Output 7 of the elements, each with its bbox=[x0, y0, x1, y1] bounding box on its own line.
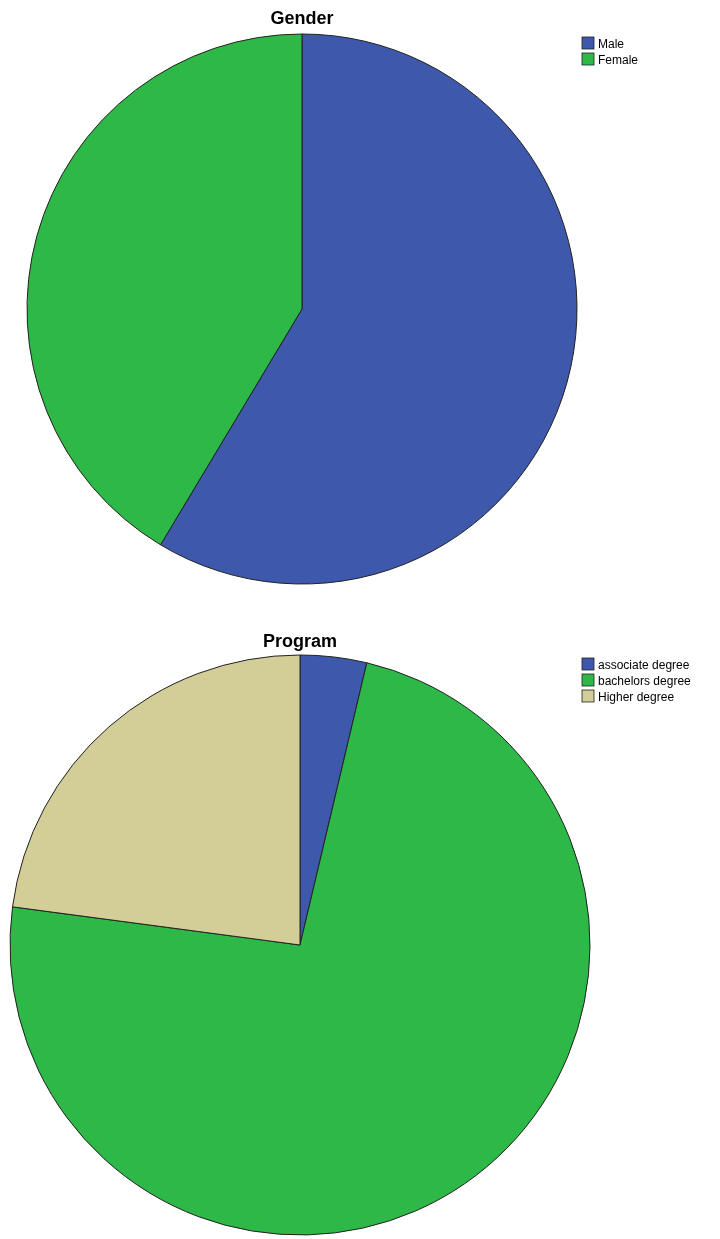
legend-label: associate degree bbox=[598, 657, 690, 672]
legend-label: Higher degree bbox=[598, 689, 675, 704]
legend-label: Male bbox=[598, 36, 625, 51]
chart-title: Gender bbox=[270, 8, 334, 28]
legend-label: Female bbox=[598, 52, 639, 67]
legend-label: bachelors degree bbox=[598, 673, 692, 688]
chart-title: Program bbox=[262, 631, 338, 651]
